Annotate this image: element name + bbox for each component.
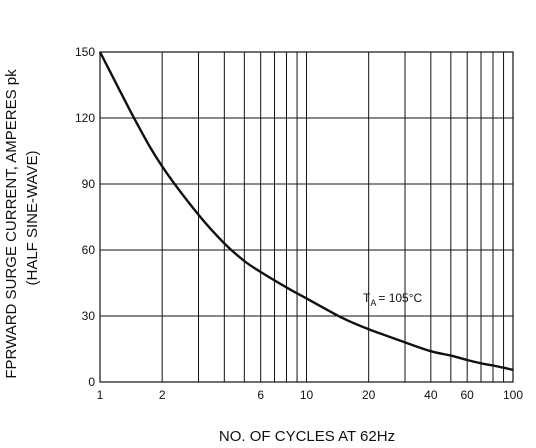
x-tick-label: 60 bbox=[461, 388, 475, 402]
y-tick-label: 30 bbox=[82, 309, 96, 323]
y-tick-label: 60 bbox=[82, 243, 96, 257]
y-axis-title: FPRWARD SURGE CURRENT, AMPERES pk bbox=[3, 69, 20, 379]
x-tick-label: 1 bbox=[97, 388, 104, 402]
y-tick-label: 150 bbox=[75, 45, 95, 59]
x-tick-label: 20 bbox=[362, 388, 376, 402]
y-tick-label: 120 bbox=[75, 111, 95, 125]
x-axis-title: NO. OF CYCLES AT 62Hz bbox=[219, 428, 395, 445]
x-tick-label: 100 bbox=[503, 388, 523, 402]
x-tick-label: 6 bbox=[257, 388, 264, 402]
x-tick-label: 2 bbox=[159, 388, 166, 402]
y-axis-title-line2: (HALF SINE-WAVE) bbox=[24, 150, 41, 285]
x-tick-label: 40 bbox=[424, 388, 438, 402]
x-tick-label: 10 bbox=[300, 388, 314, 402]
y-tick-label: 0 bbox=[88, 375, 95, 389]
y-tick-label: 90 bbox=[82, 177, 96, 191]
series-line bbox=[98, 51, 514, 372]
annotation-sub: A bbox=[370, 298, 376, 308]
annotation-rest: = 105°C bbox=[378, 291, 422, 305]
annotation-main: T bbox=[363, 291, 371, 305]
temperature-annotation: TA = 105°C bbox=[363, 291, 423, 308]
plot-frame bbox=[99, 51, 514, 383]
grid-lines bbox=[99, 51, 514, 383]
tick-labels: 1 2 6 10 20 40 60 100 0 30 60 90 120 150 bbox=[75, 45, 523, 402]
